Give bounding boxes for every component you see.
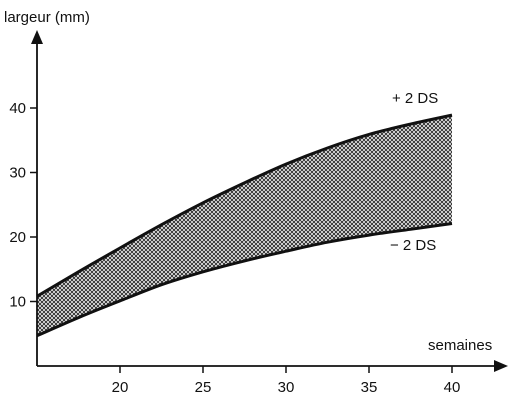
x-tick-label: 40 — [444, 379, 461, 396]
x-axis-label: semaines — [428, 337, 492, 354]
tick-layer: 20 25 30 35 40 10 20 30 40 — [9, 100, 460, 396]
series-label-lower: − 2 DS — [390, 237, 436, 254]
x-tick-label: 25 — [195, 379, 212, 396]
y-axis-label: largeur (mm) — [4, 9, 90, 26]
upper-bound-line — [36, 113, 453, 298]
y-tick-label: 10 — [9, 294, 26, 311]
line-layer — [36, 113, 453, 338]
y-tick-label: 40 — [9, 100, 26, 117]
x-axis-arrow-icon — [494, 360, 508, 372]
x-tick-label: 20 — [112, 379, 129, 396]
x-tick-label: 35 — [361, 379, 378, 396]
y-axis-arrow-icon — [31, 30, 43, 44]
y-tick-label: 30 — [9, 165, 26, 182]
x-tick-label: 30 — [278, 379, 295, 396]
band-layer — [37, 115, 452, 336]
y-tick-label: 20 — [9, 229, 26, 246]
lower-bound-line — [36, 222, 453, 338]
series-label-upper: + 2 DS — [392, 90, 438, 107]
confidence-band — [37, 115, 452, 336]
